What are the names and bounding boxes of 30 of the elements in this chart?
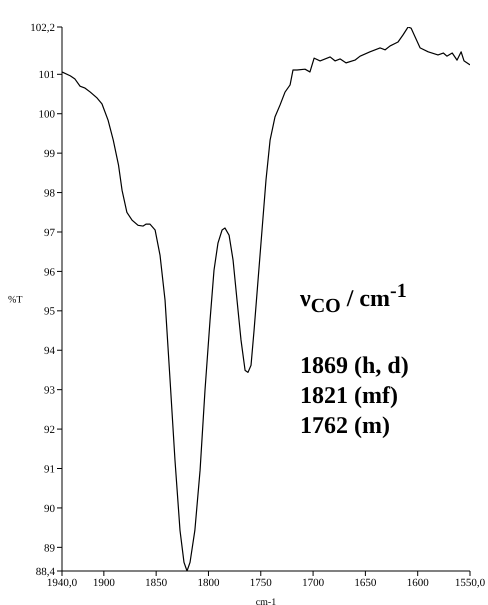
annotation: 1762 (m) (300, 412, 391, 441)
annotation: ν$_{CO}$ / cm$^{-1}$ (300, 279, 408, 319)
y-tick-label: 98 (44, 187, 56, 200)
x-tick-label: 1650 (354, 576, 377, 589)
y-axis-title: %T (8, 294, 22, 306)
y-tick-label: 90 (44, 502, 56, 515)
x-tick-label: 1700 (302, 576, 325, 589)
y-tick-label: 91 (44, 463, 55, 476)
y-tick-label: 95 (44, 306, 56, 318)
y-tick-label: 93 (44, 384, 56, 397)
y-tick-label: 94 (44, 345, 56, 358)
y-tick-label: 92 (44, 424, 55, 436)
y-tick-label: 101 (38, 69, 55, 82)
y-tick-label: 96 (44, 266, 56, 278)
y-tick-label: 99 (44, 148, 56, 160)
x-tick-label: 1550,0 (454, 576, 486, 589)
x-tick-label: 1600 (406, 576, 430, 589)
annotation: 1821 (mf) (300, 382, 399, 411)
y-tick-label: 88,4 (36, 566, 56, 578)
x-tick-label: 1940,0 (46, 576, 78, 589)
y-tick-label: 100 (38, 108, 56, 121)
x-tick-label: 1900 (92, 576, 116, 589)
x-axis-title: cm-1 (256, 597, 276, 605)
y-tick-label: 102,2 (30, 22, 55, 34)
x-tick-label: 1850 (145, 576, 168, 589)
y-tick-label: 97 (44, 226, 56, 239)
x-tick-label: 1800 (197, 576, 220, 589)
annotation: 1869 (h, d) (300, 352, 409, 381)
x-tick-label: 1750 (250, 576, 272, 589)
y-tick-label: 89 (44, 542, 56, 554)
